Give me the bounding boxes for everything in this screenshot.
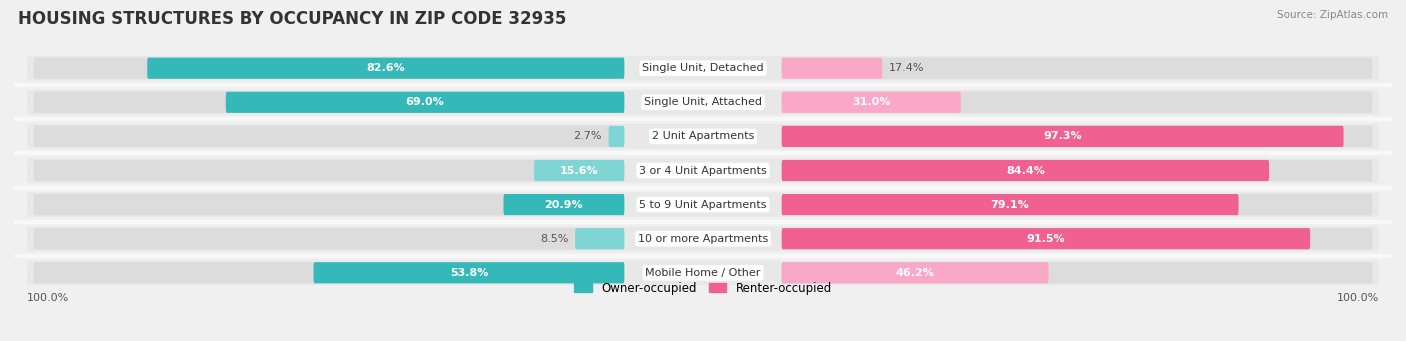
Text: 97.3%: 97.3%: [1043, 131, 1083, 142]
FancyBboxPatch shape: [782, 194, 1239, 215]
FancyBboxPatch shape: [782, 160, 1270, 181]
Text: 10 or more Apartments: 10 or more Apartments: [638, 234, 768, 244]
FancyBboxPatch shape: [27, 261, 1379, 285]
FancyBboxPatch shape: [34, 194, 624, 215]
FancyBboxPatch shape: [782, 160, 1372, 181]
Text: 84.4%: 84.4%: [1005, 165, 1045, 176]
FancyBboxPatch shape: [782, 228, 1310, 249]
FancyBboxPatch shape: [609, 126, 624, 147]
FancyBboxPatch shape: [34, 58, 624, 79]
Text: 46.2%: 46.2%: [896, 268, 935, 278]
Legend: Owner-occupied, Renter-occupied: Owner-occupied, Renter-occupied: [569, 277, 837, 299]
FancyBboxPatch shape: [782, 262, 1049, 283]
FancyBboxPatch shape: [27, 192, 1379, 217]
FancyBboxPatch shape: [503, 194, 624, 215]
Text: 100.0%: 100.0%: [1337, 293, 1379, 303]
FancyBboxPatch shape: [34, 126, 624, 147]
FancyBboxPatch shape: [27, 158, 1379, 183]
Text: 91.5%: 91.5%: [1026, 234, 1066, 244]
FancyBboxPatch shape: [148, 58, 624, 79]
FancyBboxPatch shape: [34, 262, 624, 283]
Text: 53.8%: 53.8%: [450, 268, 488, 278]
Text: 79.1%: 79.1%: [991, 199, 1029, 210]
Text: 2.7%: 2.7%: [574, 131, 602, 142]
FancyBboxPatch shape: [782, 126, 1344, 147]
FancyBboxPatch shape: [314, 262, 624, 283]
FancyBboxPatch shape: [34, 92, 624, 113]
Text: 3 or 4 Unit Apartments: 3 or 4 Unit Apartments: [640, 165, 766, 176]
FancyBboxPatch shape: [27, 124, 1379, 149]
FancyBboxPatch shape: [782, 92, 960, 113]
Text: 5 to 9 Unit Apartments: 5 to 9 Unit Apartments: [640, 199, 766, 210]
FancyBboxPatch shape: [782, 92, 1372, 113]
Text: 17.4%: 17.4%: [889, 63, 924, 73]
FancyBboxPatch shape: [534, 160, 624, 181]
Text: Single Unit, Detached: Single Unit, Detached: [643, 63, 763, 73]
FancyBboxPatch shape: [34, 228, 624, 249]
Text: 15.6%: 15.6%: [560, 165, 599, 176]
FancyBboxPatch shape: [782, 126, 1372, 147]
FancyBboxPatch shape: [27, 226, 1379, 251]
FancyBboxPatch shape: [27, 90, 1379, 115]
FancyBboxPatch shape: [27, 56, 1379, 80]
FancyBboxPatch shape: [782, 58, 1372, 79]
Text: 82.6%: 82.6%: [367, 63, 405, 73]
Text: Single Unit, Attached: Single Unit, Attached: [644, 97, 762, 107]
Text: HOUSING STRUCTURES BY OCCUPANCY IN ZIP CODE 32935: HOUSING STRUCTURES BY OCCUPANCY IN ZIP C…: [18, 10, 567, 28]
Text: 8.5%: 8.5%: [540, 234, 568, 244]
Text: 20.9%: 20.9%: [544, 199, 583, 210]
FancyBboxPatch shape: [782, 194, 1372, 215]
Text: 2 Unit Apartments: 2 Unit Apartments: [652, 131, 754, 142]
FancyBboxPatch shape: [226, 92, 624, 113]
Text: 100.0%: 100.0%: [27, 293, 69, 303]
Text: 69.0%: 69.0%: [406, 97, 444, 107]
Text: 31.0%: 31.0%: [852, 97, 890, 107]
FancyBboxPatch shape: [782, 228, 1372, 249]
FancyBboxPatch shape: [782, 262, 1372, 283]
FancyBboxPatch shape: [575, 228, 624, 249]
FancyBboxPatch shape: [34, 160, 624, 181]
FancyBboxPatch shape: [782, 58, 883, 79]
Text: Mobile Home / Other: Mobile Home / Other: [645, 268, 761, 278]
Text: Source: ZipAtlas.com: Source: ZipAtlas.com: [1277, 10, 1388, 20]
